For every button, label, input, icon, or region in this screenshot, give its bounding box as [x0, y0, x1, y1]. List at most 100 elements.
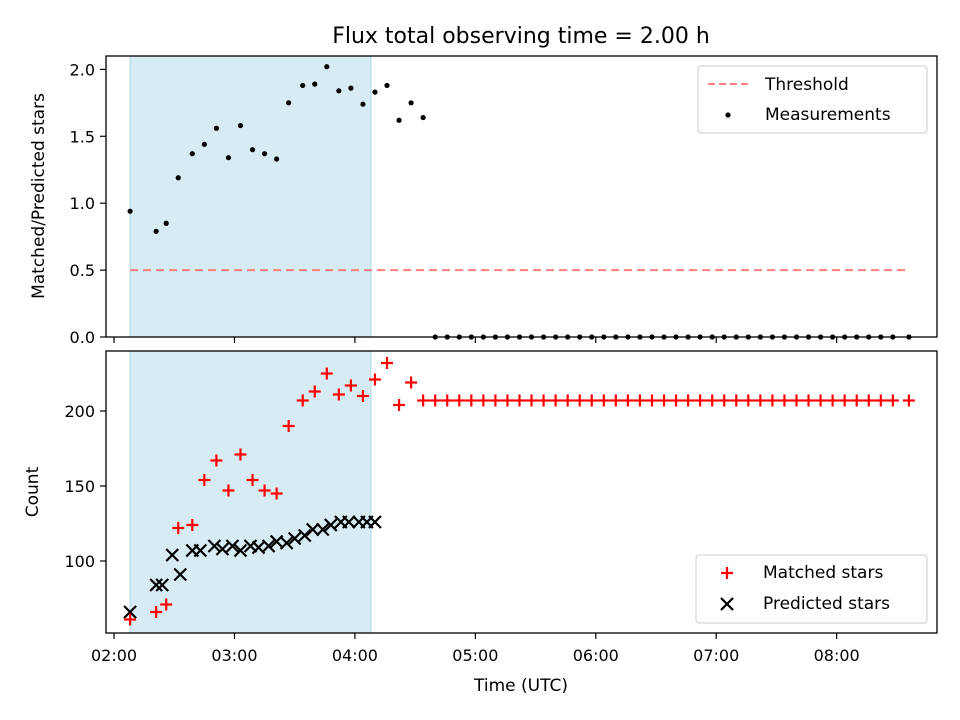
x-tick-label: 05:00: [452, 646, 498, 665]
matched-star-point: [802, 394, 815, 407]
matched-legend-label: Matched stars: [763, 563, 883, 583]
top-y-axis-label: Matched/Predicted stars: [29, 93, 49, 299]
top-y-tick-label: 0.0: [70, 328, 95, 347]
measurement-point: [336, 88, 342, 94]
matched-star-point: [670, 394, 683, 407]
measurement-point: [300, 82, 306, 89]
shaded-region: [129, 350, 372, 634]
matched-star-point: [489, 394, 502, 407]
matched-star-point: [513, 394, 526, 407]
matched-star-point: [172, 522, 185, 534]
measurement-point: [189, 151, 195, 157]
shaded-region: [129, 55, 372, 338]
matched-star-point: [850, 394, 863, 407]
top-y-axis: 0.0 0.5 1.0 1.5 2.0: [70, 60, 106, 347]
bottom-y-tick-label: 200: [64, 402, 95, 421]
matched-star-point: [344, 379, 357, 392]
measurement-point: [396, 117, 402, 123]
matched-star-point: [381, 357, 394, 369]
matched-star-point: [222, 484, 235, 497]
matched-star-point: [597, 394, 610, 407]
bottom-y-axis-label: Count: [23, 466, 43, 517]
matched-star-point: [320, 367, 333, 380]
matched-star-point: [694, 394, 707, 407]
measurement-point: [408, 100, 414, 106]
threshold-legend-label: Threshold: [764, 75, 849, 95]
x-tick-label: 03:00: [211, 646, 257, 665]
observing-window-shade-bottom: [129, 350, 372, 634]
measurement-point: [201, 141, 207, 147]
matched-star-point: [633, 394, 646, 407]
matched-star-point: [902, 394, 915, 407]
matched-star-point: [356, 390, 369, 402]
matched-star-point: [645, 394, 658, 407]
top-legend: Threshold Measurements: [697, 65, 928, 134]
top-y-tick-label: 1.0: [70, 194, 95, 213]
bottom-panel: 100 150 200 02:00 03:00 04:00 05:00 06:00 07:00…: [23, 350, 938, 696]
measurement-point: [163, 220, 169, 226]
matched-star-point: [501, 394, 514, 407]
matched-star-point: [730, 394, 743, 407]
matched-star-point: [210, 454, 223, 467]
measurement-point: [372, 89, 378, 95]
measurement-point: [261, 151, 268, 157]
measurement-point: [153, 228, 159, 234]
matched-star-point: [332, 388, 345, 401]
top-legend-box: [697, 65, 928, 134]
matched-star-point: [838, 394, 851, 407]
matched-star-point: [453, 394, 466, 407]
matched-star-point: [706, 394, 719, 407]
measurement-point: [348, 85, 354, 91]
measurement-point: [324, 64, 330, 70]
matched-star-point: [405, 376, 418, 389]
predicted-star-point: [207, 539, 222, 553]
matched-star-point: [465, 394, 478, 407]
x-tick-label: 02:00: [91, 646, 137, 665]
matched-star-point: [742, 394, 755, 407]
matched-stars-series: [124, 357, 915, 626]
x-axis-label: Time (UTC): [473, 676, 568, 696]
matched-star-point: [754, 394, 767, 407]
matched-star-point: [124, 613, 137, 626]
top-panel: 0.00.51.01.52.0 Matched/Predicted stars …: [29, 55, 938, 347]
top-y-tick-label: 2.0: [70, 60, 95, 79]
bottom-y-tick-label: 100: [64, 552, 95, 571]
x-tick-label: 06:00: [573, 646, 619, 665]
measurement-point: [360, 101, 366, 107]
matched-star-point: [886, 394, 899, 407]
predicted-star-point: [193, 543, 208, 558]
matched-star-point: [609, 394, 622, 407]
bottom-y-tick-label: 150: [64, 477, 95, 496]
predicted-star-point: [149, 578, 163, 592]
matched-star-point: [368, 373, 381, 386]
predicted-star-point: [279, 536, 294, 550]
matched-star-point: [766, 394, 779, 407]
matched-star-point: [718, 394, 731, 407]
matched-star-point: [270, 487, 283, 500]
matched-star-point: [790, 394, 803, 407]
measurement-point: [286, 100, 292, 106]
matched-star-point: [537, 394, 550, 407]
bottom-legend-box: [695, 554, 928, 624]
matched-star-point: [573, 394, 586, 407]
measurement-point: [127, 208, 133, 214]
matched-legend-marker: [721, 567, 733, 579]
top-axes-frame: [105, 55, 938, 338]
matched-star-point: [417, 394, 430, 407]
x-tick-label: 07:00: [693, 646, 739, 665]
predicted-star-point: [297, 528, 312, 543]
matched-star-point: [296, 394, 309, 407]
matched-star-point: [234, 448, 247, 461]
predicted-legend-marker: [720, 597, 734, 611]
predicted-star-point: [261, 539, 276, 553]
matched-star-point: [282, 420, 295, 432]
bottom-axes-frame: [105, 350, 938, 634]
top-y-tick-label: 1.5: [70, 127, 95, 146]
matched-star-point: [246, 474, 259, 486]
matched-star-point: [621, 394, 634, 407]
predicted-star-point: [233, 543, 248, 558]
predicted-star-point: [215, 542, 230, 556]
measurements-series: [127, 64, 912, 340]
x-tick-label: 08:00: [814, 646, 860, 665]
